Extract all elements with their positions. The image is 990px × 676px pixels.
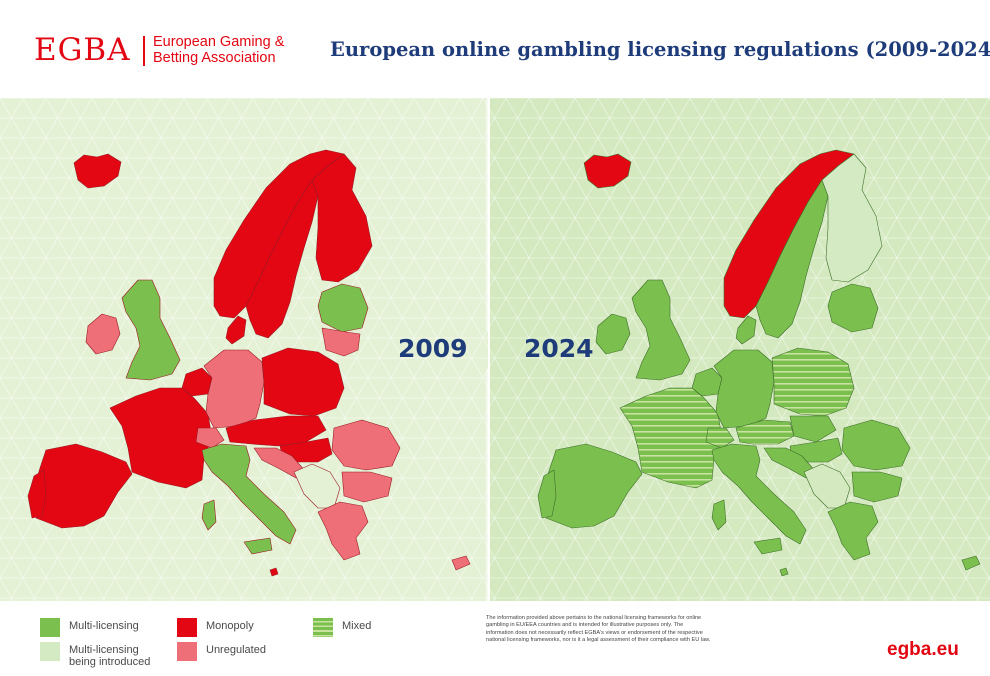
balkans-2024 [803,463,851,509]
sweden-2009 [245,179,319,339]
belarus-region-2009 [321,327,361,357]
page-title: European online gambling licensing regul… [330,38,990,61]
denmark-2024 [735,315,757,345]
united-kingdom-2024 [631,279,691,381]
legend-item-mixed: Mixed [313,618,432,637]
italy-2024 [711,443,807,545]
iceland-2024 [583,153,632,189]
austria-czech-slovakia-2009 [225,415,327,447]
legend-label-monopoly: Monopoly [206,620,254,632]
poland-2009 [261,347,345,417]
cyprus-2009 [451,555,471,571]
finland-2009 [311,153,373,283]
baltic-states-2024 [827,283,879,333]
italy-2009 [201,443,297,545]
map-panels: 2009 [0,98,990,601]
ireland-2009 [85,313,121,355]
legend: Multi-licensing Multi-licensing being in… [0,601,990,676]
egba-logo: EGBA [34,32,131,68]
ireland-2024 [595,313,631,355]
legend-swatch-mixed [313,618,333,637]
disclaimer-text: The information provided above pertains … [486,615,711,644]
sicily-2024 [753,537,783,555]
legend-item-monopoly: Monopoly [177,618,296,637]
iceland-2009 [73,153,122,189]
legend-label-multi-licensing: Multi-licensing [69,620,139,632]
switzerland-2024 [705,427,735,449]
year-label-2024: 2024 [524,334,594,363]
legend-item-being-introduced: Multi-licensing being introduced [40,642,159,668]
greece-2024 [827,501,879,561]
malta-2009 [269,567,279,577]
map-2009: 2009 [0,98,488,601]
germany-2024 [713,349,775,429]
legend-item-multi-licensing: Multi-licensing [40,618,159,637]
malta-2024 [779,567,789,577]
legend-label-unregulated: Unregulated [206,644,266,656]
poland-2024 [771,347,855,417]
website-link[interactable]: egba.eu [887,639,959,660]
sweden-2024 [755,179,829,339]
map-2024: 2024 [490,98,990,601]
legend-swatch-multi-licensing [40,618,60,637]
portugal-2009 [27,469,47,519]
united-kingdom-2009 [121,279,181,381]
legend-swatch-unregulated [177,642,197,661]
finland-2024 [821,153,883,283]
legend-label-mixed: Mixed [342,620,372,632]
austria-2024 [735,419,795,445]
legend-label-being-introduced: Multi-licensing being introduced [69,644,151,668]
greece-2009 [317,501,369,561]
bulgaria-2009 [341,471,393,503]
czech-slovakia-2024 [789,415,837,443]
estonia-latvia-lithuania-2009 [317,283,369,333]
romania-2024 [841,419,911,471]
header: EGBA European Gaming & Betting Associati… [0,0,990,98]
year-label-2009: 2009 [398,334,468,363]
switzerland-2009 [195,427,225,449]
portugal-2024 [537,469,557,519]
denmark-2009 [225,315,247,345]
cyprus-2024 [961,555,981,571]
bulgaria-2024 [851,471,903,503]
logo-divider [143,36,145,66]
sardinia-2009 [201,499,217,531]
logo-organization-name: European Gaming & Betting Association [153,34,285,66]
sardinia-2024 [711,499,727,531]
romania-2009 [331,419,401,471]
europe-maps: 2009 [0,98,990,601]
germany-2009 [203,349,265,429]
legend-swatch-monopoly [177,618,197,637]
sicily-2009 [243,537,273,555]
legend-swatch-being-introduced [40,642,60,661]
balkans-2009 [293,463,341,509]
legend-item-unregulated: Unregulated [177,642,296,661]
